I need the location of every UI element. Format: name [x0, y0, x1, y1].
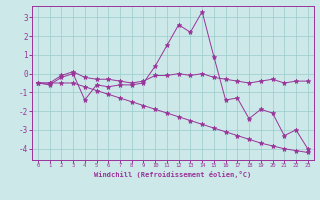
X-axis label: Windchill (Refroidissement éolien,°C): Windchill (Refroidissement éolien,°C)	[94, 171, 252, 178]
